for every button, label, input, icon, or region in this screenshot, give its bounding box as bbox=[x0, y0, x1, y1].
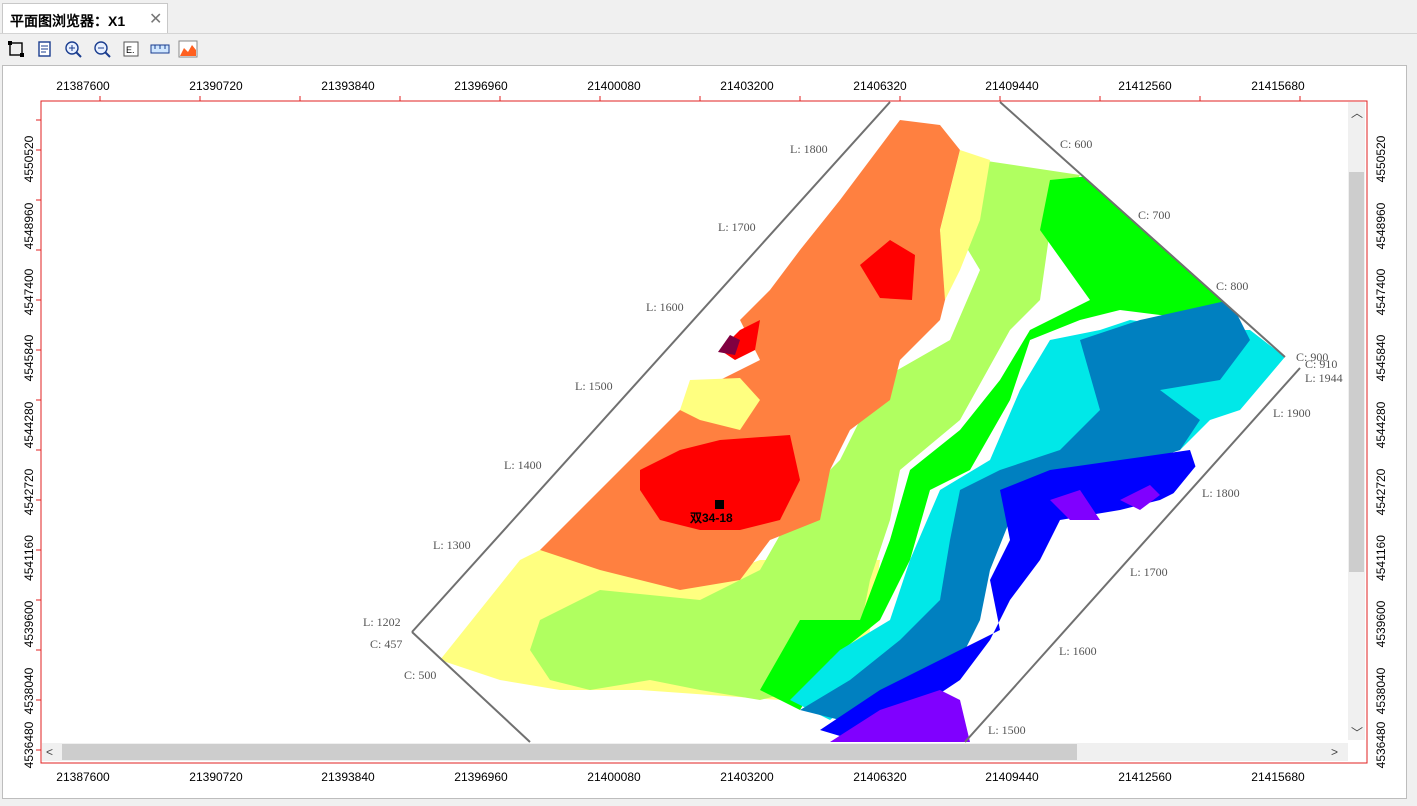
line-label: L: 1700 bbox=[718, 220, 756, 234]
cdp-label: C: 700 bbox=[1138, 208, 1170, 222]
contour-band-darkred bbox=[718, 335, 740, 355]
contour-band-teal bbox=[800, 300, 1250, 720]
line-label: L: 1800 bbox=[790, 142, 828, 156]
x-tick: 21390720 bbox=[189, 79, 243, 93]
x-tick: 21390720 bbox=[189, 770, 243, 784]
contour-band-lightgreen bbox=[530, 160, 1080, 700]
line-label: L: 1944 bbox=[1305, 371, 1343, 385]
close-icon[interactable]: ✕ bbox=[149, 11, 163, 28]
x-tick: 21412560 bbox=[1118, 770, 1172, 784]
well-label: 双34-18 bbox=[690, 511, 733, 525]
line-label: L: 1300 bbox=[433, 538, 471, 552]
x-tick: 21387600 bbox=[56, 770, 110, 784]
contour-band-purple-2 bbox=[1050, 490, 1100, 520]
select-rect-icon[interactable] bbox=[5, 38, 27, 60]
contour-band-green bbox=[760, 175, 1240, 710]
line-label: L: 1900 bbox=[1273, 406, 1311, 420]
zoom-out-icon[interactable] bbox=[91, 38, 113, 60]
contour-band-red-2 bbox=[860, 240, 915, 300]
chart-icon[interactable] bbox=[177, 38, 199, 60]
frame-ticks bbox=[36, 96, 1301, 751]
tab-plan-viewer[interactable]: 平面图浏览器：X1 ✕ bbox=[2, 3, 168, 33]
contour-band-yellow-2 bbox=[680, 378, 760, 430]
scroll-left-icon[interactable]: < bbox=[46, 745, 54, 759]
line-label: L: 1202 bbox=[363, 615, 401, 629]
x-tick: 21400080 bbox=[587, 770, 641, 784]
survey-outline bbox=[411, 101, 1301, 743]
x-tick: 21409440 bbox=[985, 770, 1039, 784]
cdp-label: C: 600 bbox=[1060, 137, 1092, 151]
line-label: L: 1500 bbox=[575, 379, 613, 393]
map-frame bbox=[40, 100, 1368, 764]
line-label: L: 1600 bbox=[1059, 644, 1097, 658]
line-label: L: 1400 bbox=[504, 458, 542, 472]
scroll-right-icon[interactable]: > bbox=[1331, 745, 1339, 759]
contour-band-yellow-3 bbox=[940, 150, 990, 300]
x-tick: 21415680 bbox=[1251, 79, 1305, 93]
zoom-in-icon[interactable] bbox=[62, 38, 84, 60]
cdp-label: C: 800 bbox=[1216, 279, 1248, 293]
x-tick: 21387600 bbox=[56, 79, 110, 93]
x-tick: 21409440 bbox=[985, 79, 1039, 93]
x-tick: 21400080 bbox=[587, 79, 641, 93]
page-setup-icon[interactable] bbox=[33, 38, 55, 60]
contour-band-purple bbox=[830, 690, 970, 742]
contour-band-red-1 bbox=[640, 435, 800, 530]
survey-labels: L: 1800 L: 1700 L: 1600 L: 1500 L: 1400 … bbox=[363, 137, 1343, 737]
cdp-label: C: 910 bbox=[1305, 357, 1337, 371]
cdp-label: C: 900 bbox=[1296, 350, 1328, 364]
x-tick: 21396960 bbox=[454, 79, 508, 93]
scroll-down-icon[interactable]: ﹀ bbox=[1351, 726, 1364, 740]
grid-settings-icon[interactable]: E. bbox=[120, 38, 142, 60]
contour-band-blue bbox=[820, 450, 1200, 742]
x-tick: 21406320 bbox=[853, 79, 907, 93]
tab-bar: 平面图浏览器：X1 ✕ bbox=[0, 0, 1417, 34]
line-label: L: 1500 bbox=[988, 723, 1026, 737]
horizontal-scroll-thumb[interactable] bbox=[62, 744, 1077, 760]
contour-band-purple-3 bbox=[1120, 485, 1160, 510]
x-tick: 21396960 bbox=[454, 770, 508, 784]
x-tick: 21412560 bbox=[1118, 79, 1172, 93]
x-tick: 21415680 bbox=[1251, 770, 1305, 784]
x-tick: 21403200 bbox=[720, 79, 774, 93]
line-label: L: 1600 bbox=[646, 300, 684, 314]
toolbar: E. bbox=[0, 34, 1417, 64]
cdp-label: C: 457 bbox=[370, 637, 402, 651]
vertical-scroll-thumb[interactable] bbox=[1349, 172, 1364, 572]
attribute-contour-map bbox=[440, 120, 1285, 742]
line-label: L: 1800 bbox=[1202, 486, 1240, 500]
x-tick: 21393840 bbox=[321, 79, 375, 93]
tab-title: 平面图浏览器：X1 bbox=[10, 13, 126, 29]
x-tick: 21406320 bbox=[853, 770, 907, 784]
x-tick: 21393840 bbox=[321, 770, 375, 784]
well-marker[interactable] bbox=[715, 500, 724, 509]
scroll-up-icon[interactable]: ︿ bbox=[1351, 106, 1364, 120]
svg-text:E.: E. bbox=[126, 45, 135, 55]
x-tick: 21403200 bbox=[720, 770, 774, 784]
cdp-label: C: 500 bbox=[404, 668, 436, 682]
line-label: L: 1700 bbox=[1130, 565, 1168, 579]
ruler-icon[interactable] bbox=[149, 38, 171, 60]
